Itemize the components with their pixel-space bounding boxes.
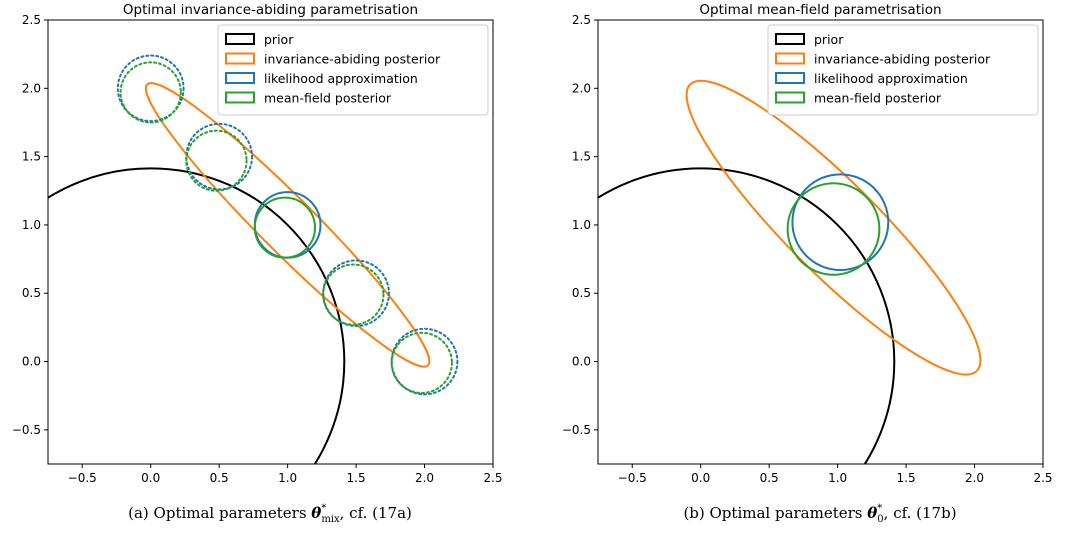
x-tick-label: 1.5	[897, 471, 916, 485]
subfigure-caption: (b) Optimal parameters θ* 0, cf. (17b)	[683, 503, 956, 525]
invariance-abiding-posterior-contour-1	[144, 82, 431, 368]
legend-label: mean-field posterior	[264, 91, 392, 106]
legend-swatch	[775, 52, 805, 65]
legend-swatch	[775, 33, 805, 45]
chart-title: Optimal invariance-abiding parametrisati…	[123, 2, 418, 18]
legend-label: prior	[264, 32, 294, 47]
y-tick-label: 0.5	[22, 286, 41, 300]
y-tick-label: 1.0	[572, 218, 591, 232]
legend: prior invariance-abiding posterior likelih…	[767, 24, 1039, 116]
legend-swatch	[225, 52, 255, 65]
x-tick-label: 1.0	[828, 471, 847, 485]
x-tick-label: −0.5	[618, 471, 647, 485]
mean-field-posterior-contour-3	[786, 182, 881, 276]
y-tick-label: 2.0	[22, 81, 41, 95]
legend-label: invariance-abiding posterior	[814, 52, 991, 67]
legend-box	[217, 24, 489, 116]
prior-contour-0	[598, 167, 896, 464]
y-tick-label: −0.5	[562, 423, 591, 437]
x-tick-label: 2.0	[965, 471, 984, 485]
mean-field-posterior-contour-5	[119, 61, 182, 124]
legend-swatch	[775, 72, 805, 84]
x-tick-label: 2.0	[415, 471, 434, 485]
plot-area	[48, 54, 459, 464]
plot-area	[598, 79, 982, 464]
legend-label: invariance-abiding posterior	[264, 52, 441, 67]
y-tick-label: 1.5	[572, 150, 591, 164]
likelihood-approximation-contour-6	[185, 122, 254, 191]
legend-swatch	[225, 72, 255, 84]
legend-box	[767, 24, 1039, 116]
mean-field-posterior-contour-7	[185, 129, 248, 192]
y-tick-label: 2.5	[572, 13, 591, 27]
y-tick-label: 1.5	[22, 150, 41, 164]
mean-field-posterior-contour-11	[390, 331, 453, 394]
prior-contour-0	[48, 167, 346, 464]
axes-frame	[597, 19, 1044, 465]
legend-swatch	[225, 91, 255, 104]
y-tick-label: 2.5	[22, 13, 41, 27]
mean-field-posterior-contour-3	[253, 196, 316, 259]
legend-label: likelihood approximation	[264, 71, 418, 86]
y-tick-label: 0.0	[572, 355, 591, 369]
x-tick-label: 0.0	[691, 471, 710, 485]
y-tick-label: 0.5	[572, 286, 591, 300]
x-tick-label: 2.5	[483, 471, 502, 485]
likelihood-approximation-contour-4	[116, 54, 185, 123]
y-tick-label: 2.0	[572, 81, 591, 95]
axes-frame	[47, 19, 494, 465]
x-tick-label: 1.0	[278, 471, 297, 485]
y-tick-label: −0.5	[12, 423, 41, 437]
x-tick-label: 0.0	[141, 471, 160, 485]
y-tick-label: 0.0	[22, 355, 41, 369]
legend-label: mean-field posterior	[814, 91, 942, 106]
x-tick-label: −0.5	[68, 471, 97, 485]
panel-a: Optimal invariance-abiding parametrisati…	[12, 2, 503, 525]
subfigure-caption: (a) Optimal parameters θ* mix, cf. (17a)	[128, 503, 412, 525]
x-tick-label: 0.5	[760, 471, 779, 485]
likelihood-approximation-contour-2	[791, 173, 890, 272]
panel-b: Optimal mean-field parametrisation −0.5 0.…	[562, 2, 1053, 525]
x-tick-label: 1.5	[347, 471, 366, 485]
legend-label: prior	[814, 32, 844, 47]
legend-label: likelihood approximation	[814, 71, 968, 86]
mean-field-posterior-contour-9	[322, 263, 385, 326]
legend-swatch	[775, 91, 805, 104]
x-tick-label: 2.5	[1033, 471, 1052, 485]
chart-title: Optimal mean-field parametrisation	[699, 2, 941, 18]
x-tick-label: 0.5	[210, 471, 229, 485]
y-tick-label: 1.0	[22, 218, 41, 232]
legend: prior invariance-abiding posterior likelih…	[217, 24, 489, 116]
legend-swatch	[225, 33, 255, 45]
